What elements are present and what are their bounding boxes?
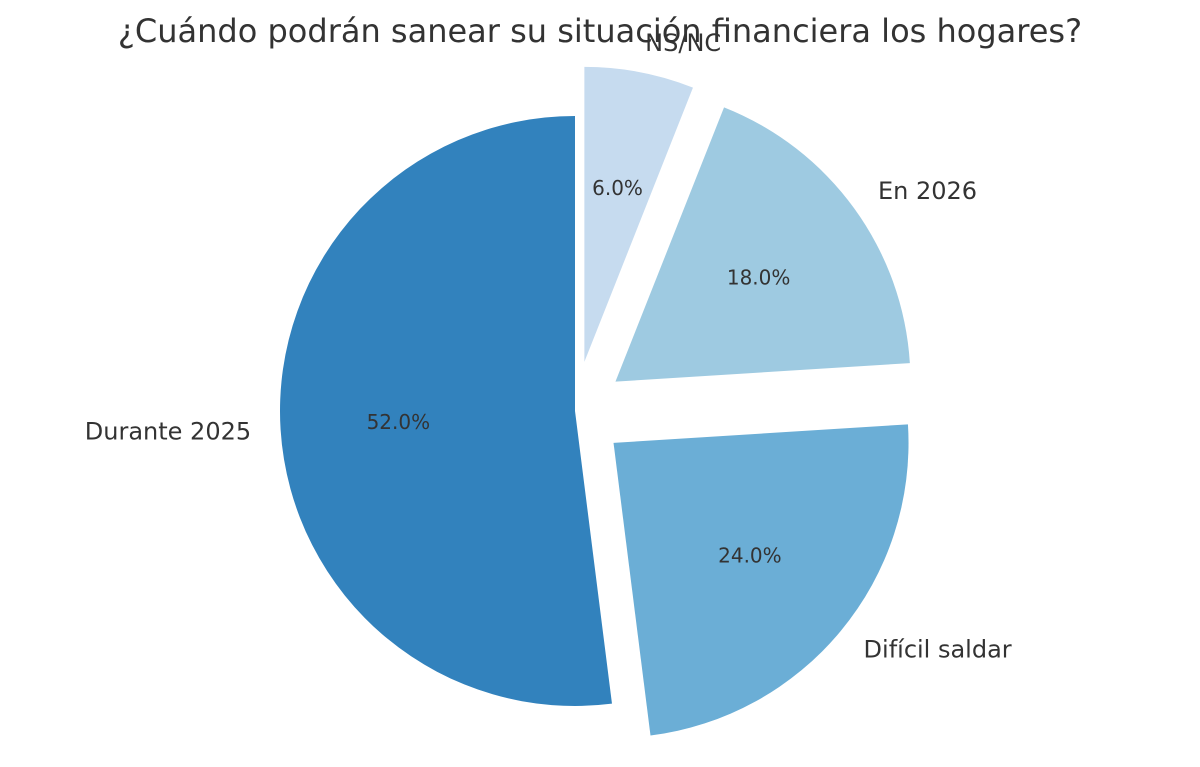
pie-slice-ns-nc <box>584 66 693 362</box>
slice-label-ns-nc: NS/NC <box>645 29 721 57</box>
slice-label-en-2026: En 2026 <box>878 177 977 205</box>
pie-slices <box>279 66 910 736</box>
pie-slice-dificil-saldar <box>613 424 909 736</box>
chart-title: ¿Cuándo podrán sanear su situación finan… <box>118 12 1082 50</box>
pie-slice-en-2026 <box>615 107 910 382</box>
pie-labels: 52.0% Durante 2025 24.0% Difícil saldar 18.0… <box>85 29 1012 664</box>
pct-label-durante-2025: 52.0% <box>367 410 431 434</box>
pct-label-en-2026: 18.0% <box>727 266 791 290</box>
pct-label-dificil-saldar: 24.0% <box>718 544 782 568</box>
pct-label-ns-nc: 6.0% <box>592 176 643 200</box>
slice-label-durante-2025: Durante 2025 <box>85 417 251 445</box>
slice-label-dificil-saldar: Difícil saldar <box>864 636 1012 664</box>
pie-slice-durante-2025 <box>279 116 612 706</box>
